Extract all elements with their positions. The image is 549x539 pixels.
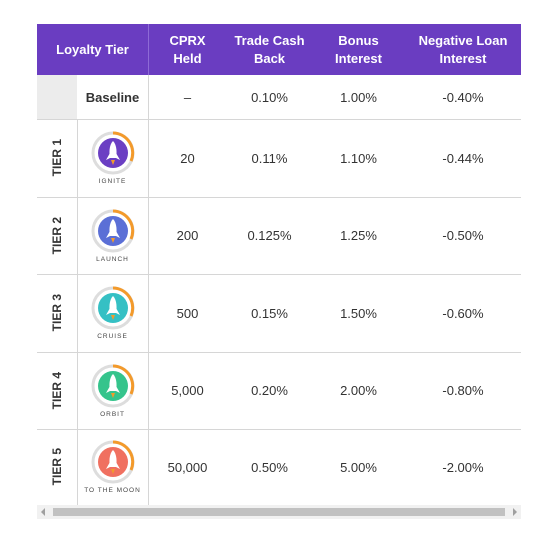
cell: 1.00% <box>340 89 377 105</box>
cell: 1.25% <box>340 228 377 243</box>
cell: 5,000 <box>171 383 204 398</box>
cell: 0.125% <box>247 228 292 243</box>
cell: 50,000 <box>167 459 208 475</box>
badge-label: ORBIT <box>100 410 125 418</box>
scroll-thumb[interactable] <box>53 508 505 516</box>
tier-cell: TIER 1 <box>37 119 77 197</box>
cell: 2.00% <box>340 383 377 398</box>
header-cell: Loyalty Tier <box>56 41 129 57</box>
cell: 500 <box>176 305 199 321</box>
badge-icon <box>91 364 134 407</box>
tier-cell: TIER 3 <box>37 274 77 352</box>
cell: 5.00% <box>340 459 377 475</box>
scrollbar[interactable] <box>37 505 521 519</box>
cell: 200 <box>176 228 199 243</box>
scroll-left[interactable] <box>41 508 45 516</box>
tier-label: TIER 4 <box>50 371 64 410</box>
tier-label: TIER 3 <box>50 294 64 332</box>
row-divider <box>37 119 521 120</box>
cell: -0.40% <box>442 89 484 105</box>
baseline-label: Baseline <box>85 89 140 105</box>
badge-icon <box>91 440 134 484</box>
header-cell: Bonus Interest <box>335 32 382 66</box>
cell: 0.20% <box>251 383 288 398</box>
badge-icon <box>91 286 134 330</box>
badge-icon <box>91 131 134 175</box>
cell: -0.50% <box>442 228 484 243</box>
tier-cell: TIER 2 <box>37 197 77 274</box>
badge-icon <box>91 209 134 252</box>
tier-cell: TIER 5 <box>37 429 77 505</box>
col-divider <box>77 119 78 505</box>
row-divider <box>37 429 521 430</box>
tier-label: TIER 5 <box>50 448 64 486</box>
tier-cell: TIER 4 <box>37 352 77 429</box>
row-divider <box>37 197 521 198</box>
badge-cell: TO THE MOON <box>77 429 148 505</box>
cell: -0.60% <box>442 305 484 321</box>
tier-label: TIER 1 <box>50 139 64 177</box>
header-cell: Negative Loan Interest <box>418 32 508 66</box>
cell: 20 <box>180 150 195 166</box>
cell: 0.50% <box>251 459 288 475</box>
header-cell: CPRX Held <box>169 32 206 66</box>
header-bg <box>37 24 521 75</box>
row-divider <box>37 274 521 275</box>
header-divider <box>148 24 149 75</box>
cell: -0.80% <box>442 383 484 398</box>
badge-cell: ORBIT <box>77 352 148 429</box>
cell: 1.50% <box>340 305 377 321</box>
cell: -0.44% <box>442 150 484 166</box>
badge-label: CRUISE <box>97 333 128 340</box>
cell: 0.11% <box>251 150 288 166</box>
badge-cell: IGNITE <box>77 119 148 197</box>
header-cell: Trade Cash Back <box>234 32 305 66</box>
cell: -2.00% <box>442 459 484 475</box>
badge-label: TO THE MOON <box>84 487 141 494</box>
badge-label: IGNITE <box>98 178 127 185</box>
tier-label: TIER 2 <box>50 216 64 255</box>
cell: 0.15% <box>251 305 288 321</box>
cell: 0.10% <box>251 89 288 105</box>
baseline-blank <box>37 75 77 119</box>
badge-cell: LAUNCH <box>77 197 148 274</box>
row-divider <box>37 352 521 353</box>
scroll-right[interactable] <box>513 508 517 516</box>
cell: 1.10% <box>340 150 377 166</box>
badge-label: LAUNCH <box>96 255 129 263</box>
col-divider <box>148 75 149 505</box>
cell: – <box>183 89 192 105</box>
badge-cell: CRUISE <box>77 274 148 352</box>
